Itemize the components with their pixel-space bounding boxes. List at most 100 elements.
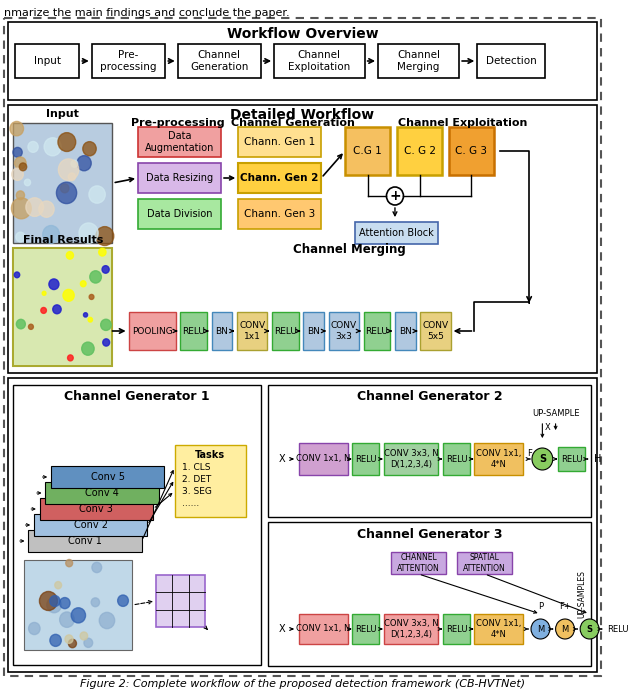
Bar	[8, 22, 597, 100]
Text: ......: ......	[182, 498, 200, 507]
Bar	[345, 127, 390, 175]
Text: Chann. Gen 1: Chann. Gen 1	[244, 137, 316, 147]
Bar	[605, 617, 630, 641]
Bar	[474, 614, 524, 644]
Bar	[13, 248, 113, 366]
Bar	[274, 44, 365, 78]
Text: Channel Generator 3: Channel Generator 3	[357, 528, 502, 541]
Circle shape	[41, 308, 47, 313]
Circle shape	[96, 227, 114, 246]
Bar	[175, 445, 246, 517]
Circle shape	[15, 157, 26, 169]
Text: RELU: RELU	[274, 326, 297, 335]
Circle shape	[68, 639, 76, 648]
Text: X: X	[278, 624, 285, 634]
Text: F+: F+	[559, 602, 571, 611]
Bar	[129, 312, 176, 350]
Text: M: M	[537, 624, 544, 633]
Text: RELU: RELU	[365, 326, 388, 335]
Text: Data Division: Data Division	[147, 209, 212, 219]
Bar	[13, 123, 113, 243]
Circle shape	[556, 619, 575, 639]
Circle shape	[42, 292, 46, 295]
Text: Channel Generator 2: Channel Generator 2	[357, 390, 503, 404]
Circle shape	[16, 232, 25, 242]
Bar	[449, 127, 494, 175]
Text: Figure 2: Complete workflow of the proposed detection framework (CB-HVTNet): Figure 2: Complete workflow of the propo…	[80, 679, 525, 689]
Bar	[474, 443, 524, 475]
Circle shape	[66, 560, 72, 567]
Text: S: S	[539, 454, 546, 464]
Circle shape	[79, 223, 98, 244]
Bar	[237, 312, 268, 350]
Text: Chann. Gen 2: Chann. Gen 2	[241, 173, 319, 183]
Text: Detection: Detection	[486, 56, 536, 66]
Text: BN: BN	[216, 326, 228, 335]
Circle shape	[40, 592, 58, 610]
Text: Conv 1: Conv 1	[68, 536, 102, 546]
Circle shape	[28, 141, 38, 152]
Bar	[299, 443, 348, 475]
Text: RELU: RELU	[445, 624, 467, 633]
FancyBboxPatch shape	[120, 302, 595, 364]
Text: X: X	[278, 454, 285, 464]
Text: Data
Augmentation: Data Augmentation	[145, 132, 214, 153]
Circle shape	[29, 324, 33, 329]
Text: CONV
5x5: CONV 5x5	[422, 322, 449, 341]
Bar	[238, 199, 321, 229]
Circle shape	[65, 635, 73, 643]
Circle shape	[60, 598, 70, 609]
Circle shape	[26, 198, 44, 216]
Text: RELU: RELU	[355, 624, 376, 633]
Bar	[477, 44, 545, 78]
Bar	[420, 312, 451, 350]
Text: UP-SAMPLES: UP-SAMPLES	[577, 570, 586, 618]
Circle shape	[39, 201, 54, 217]
Text: Channel
Generation: Channel Generation	[190, 50, 248, 72]
Bar	[15, 44, 79, 78]
Text: nmarize the main findings and conclude the paper.: nmarize the main findings and conclude t…	[4, 8, 289, 18]
Circle shape	[103, 339, 109, 346]
Text: Channel Generator 1: Channel Generator 1	[64, 390, 210, 404]
Bar	[383, 443, 438, 475]
Circle shape	[83, 313, 88, 317]
Bar	[355, 222, 438, 244]
Circle shape	[580, 619, 599, 639]
Bar	[14, 249, 111, 365]
Text: CONV 1x1,
4*N: CONV 1x1, 4*N	[476, 619, 522, 639]
Text: C.G 1: C.G 1	[353, 146, 382, 156]
Circle shape	[14, 272, 20, 278]
Text: RELU: RELU	[445, 454, 467, 464]
Circle shape	[102, 266, 109, 274]
Circle shape	[43, 226, 60, 243]
Bar	[443, 614, 470, 644]
Bar	[395, 312, 416, 350]
Circle shape	[91, 598, 100, 607]
Bar	[178, 44, 260, 78]
Circle shape	[47, 597, 61, 612]
Circle shape	[50, 596, 60, 606]
Bar	[443, 443, 470, 475]
Circle shape	[89, 294, 94, 299]
Text: SPATIAL
ATTENTION: SPATIAL ATTENTION	[463, 553, 506, 573]
Bar	[272, 312, 299, 350]
Text: Attention Block: Attention Block	[360, 228, 434, 238]
Text: Channel Exploitation: Channel Exploitation	[398, 118, 528, 128]
Text: CHANNEL
ATTENTION: CHANNEL ATTENTION	[397, 553, 440, 573]
Circle shape	[17, 319, 26, 329]
Text: Channel
Exploitation: Channel Exploitation	[288, 50, 351, 72]
Circle shape	[80, 632, 88, 640]
Text: Channel Merging: Channel Merging	[293, 244, 406, 257]
Bar	[28, 530, 141, 552]
Text: 1. CLS: 1. CLS	[182, 463, 211, 471]
Text: M: M	[561, 624, 569, 633]
Bar	[238, 127, 321, 157]
Text: CONV
3x3: CONV 3x3	[331, 322, 357, 341]
Text: CONV
1x1: CONV 1x1	[239, 322, 266, 341]
Circle shape	[16, 191, 24, 200]
Circle shape	[387, 187, 403, 205]
Bar	[391, 552, 446, 574]
Text: Pre-processing: Pre-processing	[131, 118, 225, 128]
Circle shape	[52, 305, 61, 314]
Text: BN: BN	[399, 326, 412, 335]
